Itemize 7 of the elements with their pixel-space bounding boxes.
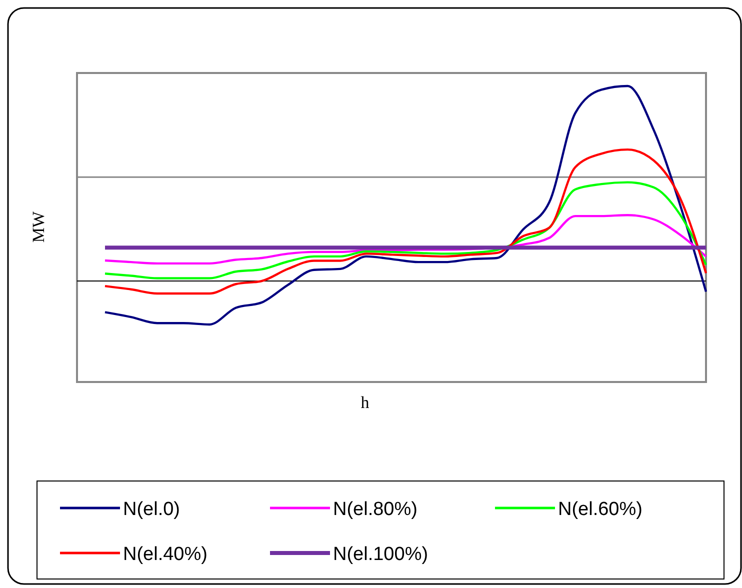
legend-label: N(el.80%) [333,499,418,520]
legend-label: N(el.60%) [558,499,642,520]
y-axis-title: MW [29,210,48,243]
legend-label: N(el.0) [123,499,180,520]
legend-label: N(el.40%) [123,544,208,565]
x-axis-title: h [360,393,370,412]
legend-label: N(el.100%) [333,544,428,565]
